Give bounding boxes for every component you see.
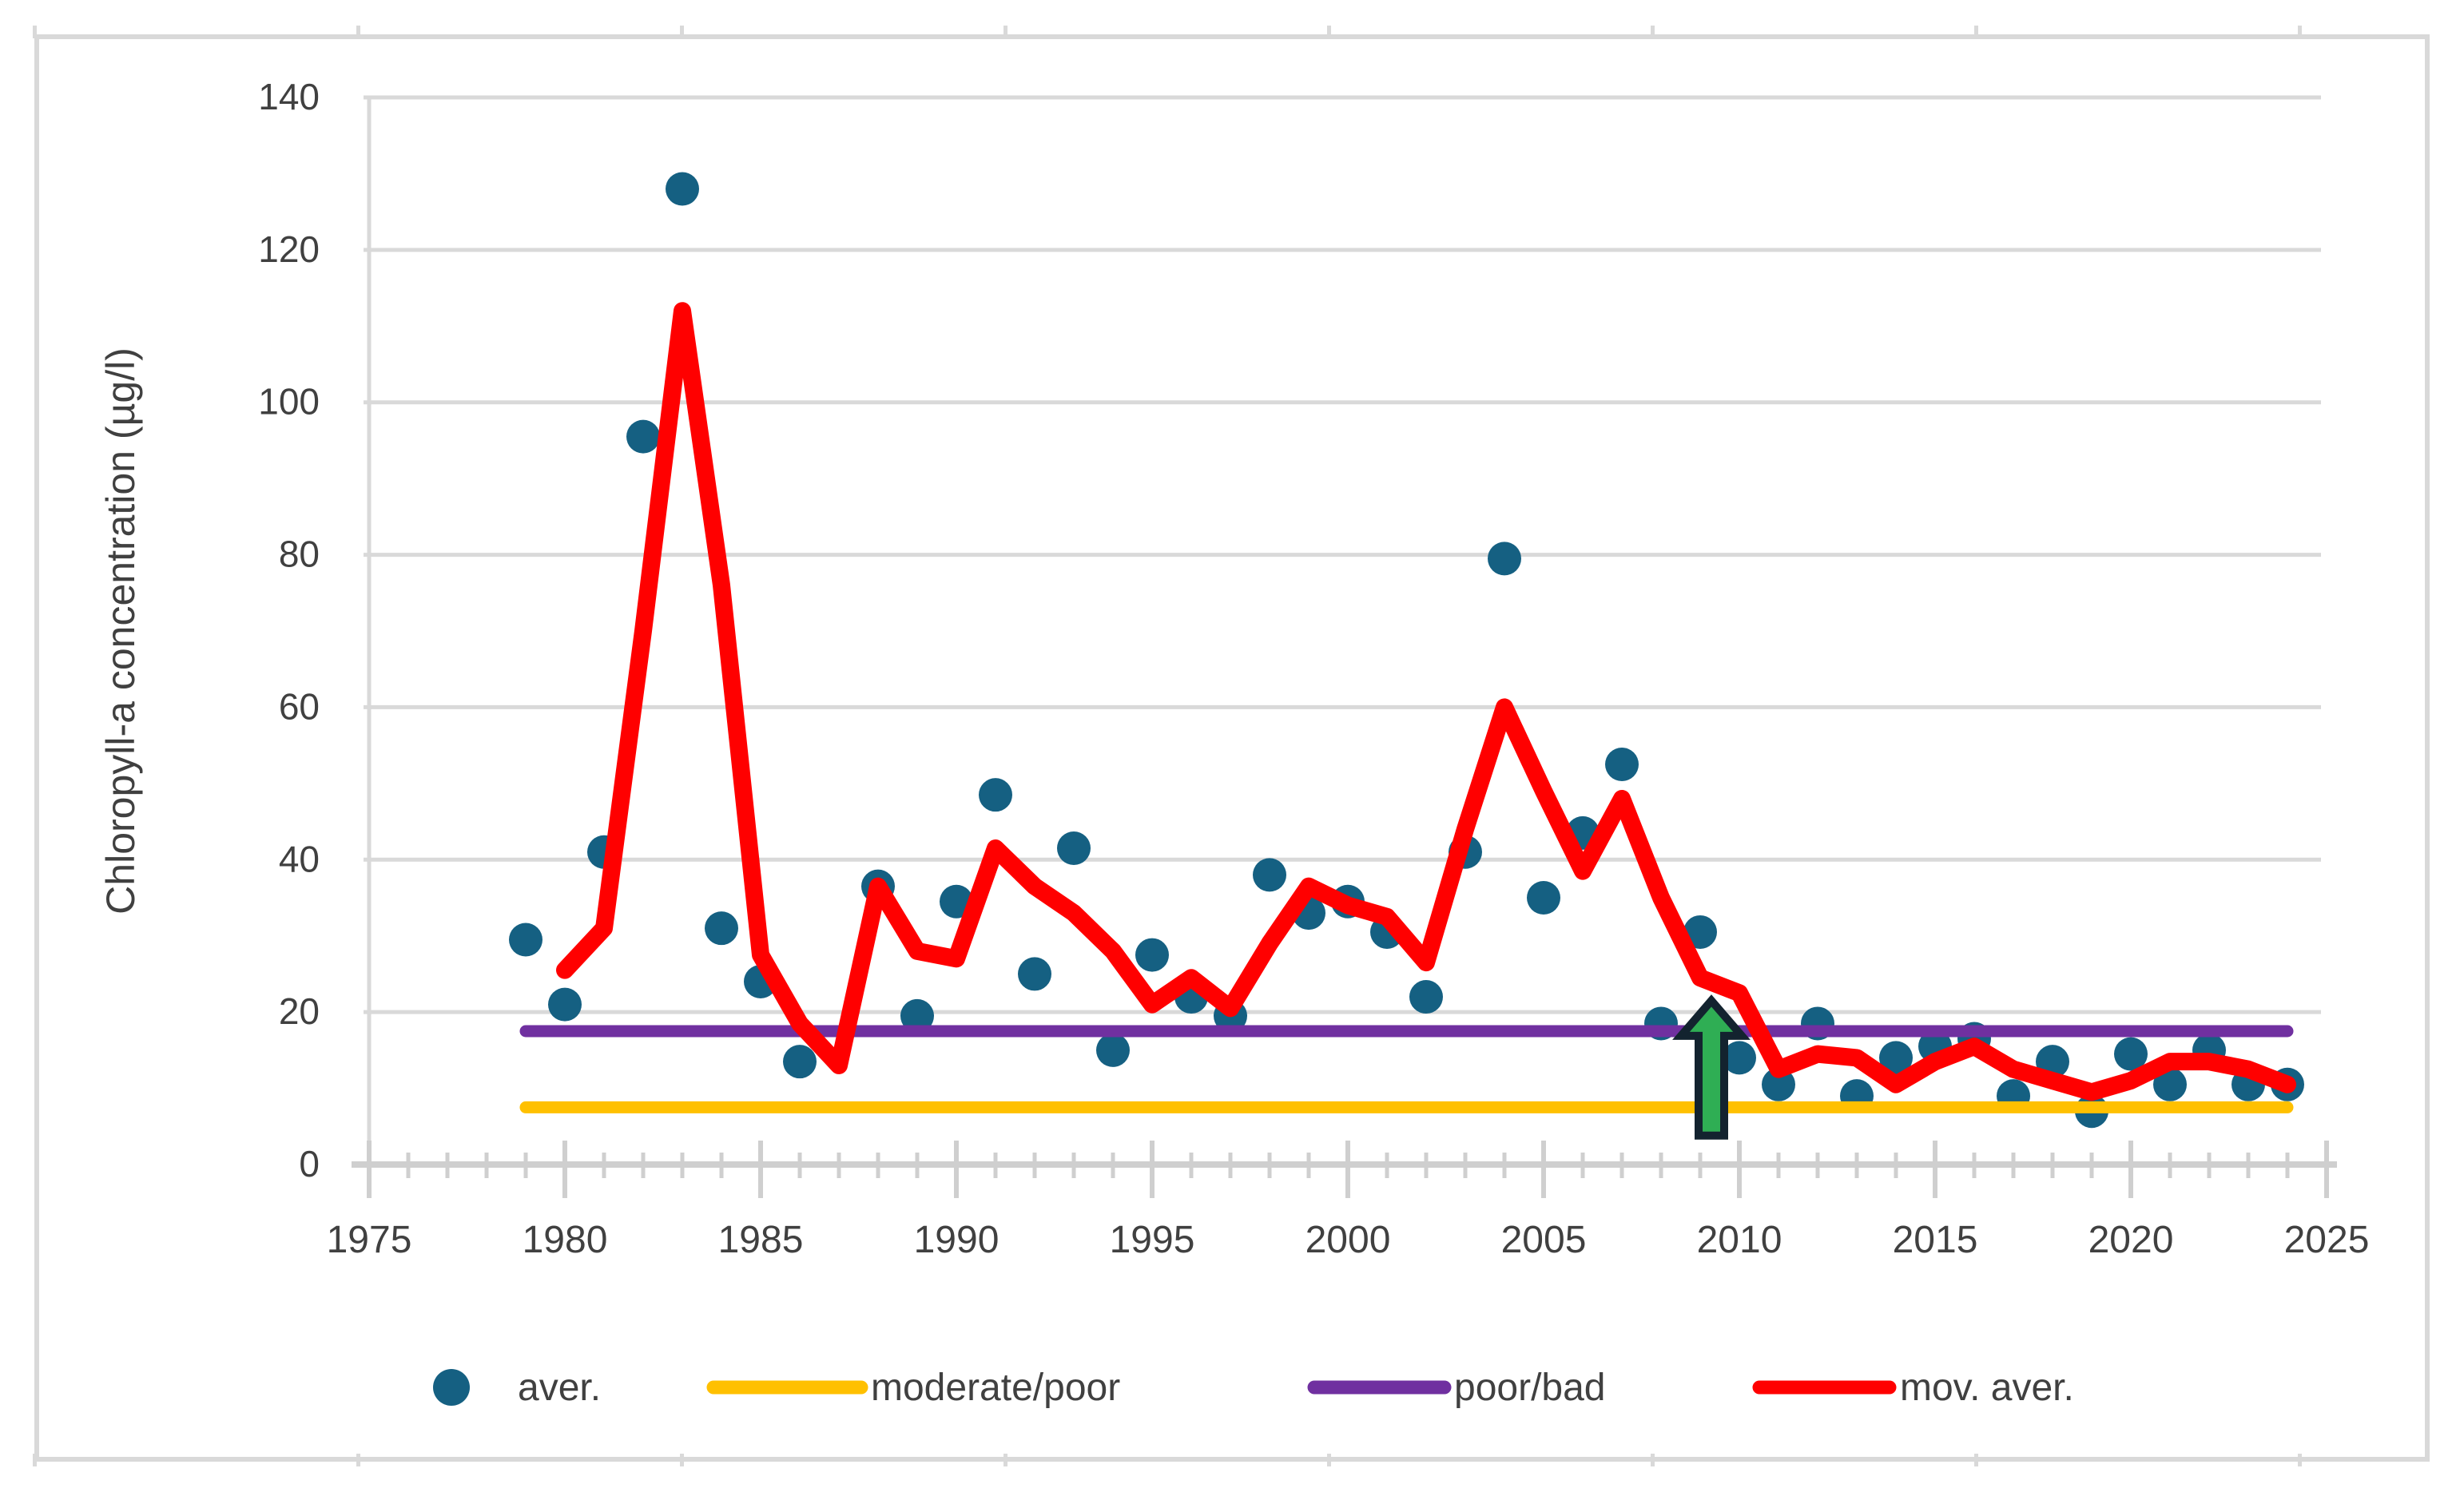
data-point-2004 xyxy=(1488,542,1521,576)
legend-label-0: aver. xyxy=(518,1367,601,1409)
frame-notch-bottom-2 xyxy=(680,1454,684,1466)
data-point-1979 xyxy=(509,923,542,957)
legend-label-3: mov. aver. xyxy=(1900,1367,2074,1409)
data-point-1980 xyxy=(548,987,582,1022)
x-tick-label-2015: 2015 xyxy=(1893,1219,1978,1261)
y-tick-label-120: 120 xyxy=(258,228,320,270)
x-tick-label-1985: 1985 xyxy=(718,1219,804,1261)
data-point-2007 xyxy=(1605,747,1639,781)
frame-notch-top-3 xyxy=(1003,26,1007,38)
y-tick-label-80: 80 xyxy=(279,534,320,575)
increase-arrow-annotation xyxy=(1672,994,1751,1140)
frame-notch-bottom-6 xyxy=(1974,1454,1978,1466)
data-point-1991 xyxy=(979,778,1012,812)
x-tick-label-2025: 2025 xyxy=(2284,1219,2370,1261)
x-tick-label-1980: 1980 xyxy=(523,1219,608,1261)
data-point-1992 xyxy=(1018,957,1051,991)
frame-notch-top-2 xyxy=(680,26,684,38)
data-point-2009 xyxy=(1683,915,1717,949)
data-point-2005 xyxy=(1527,880,1560,915)
data-point-1995 xyxy=(1135,938,1169,972)
data-point-1982 xyxy=(626,419,660,454)
data-point-1993 xyxy=(1057,831,1091,865)
legend-marker-0-dot xyxy=(433,1369,470,1406)
data-point-1994 xyxy=(1096,1033,1130,1067)
frame-notch-bottom-1 xyxy=(356,1454,360,1466)
data-point-1983 xyxy=(666,172,699,206)
frame-notch-bottom-4 xyxy=(1327,1454,1331,1466)
x-tick-label-1995: 1995 xyxy=(1110,1219,1195,1261)
y-tick-label-40: 40 xyxy=(279,838,320,879)
data-point-2010 xyxy=(1723,1041,1756,1075)
frame-notch-bottom-5 xyxy=(1651,1454,1655,1466)
data-point-2014 xyxy=(1879,1041,1913,1075)
data-point-1998 xyxy=(1253,858,1286,892)
x-tick-label-2020: 2020 xyxy=(2088,1219,2174,1261)
frame-notch-bottom-3 xyxy=(1003,1454,1007,1466)
frame-notch-bottom-0 xyxy=(33,1454,37,1466)
x-tick-label-2010: 2010 xyxy=(1697,1219,1782,1261)
data-point-1984 xyxy=(705,911,738,946)
frame-notch-top-6 xyxy=(1974,26,1978,38)
data-point-1986 xyxy=(783,1045,817,1079)
legend-label-2: poor/bad xyxy=(1454,1367,1606,1409)
data-point-2002 xyxy=(1409,980,1443,1014)
y-tick-label-0: 0 xyxy=(299,1143,320,1184)
data-point-2011 xyxy=(1762,1067,1795,1101)
frame-notch-top-4 xyxy=(1327,26,1331,38)
data-point-1989 xyxy=(900,998,934,1033)
y-tick-label-100: 100 xyxy=(258,381,320,423)
y-tick-label-60: 60 xyxy=(279,685,320,727)
data-point-2020 xyxy=(2114,1037,2148,1071)
frame-notch-top-0 xyxy=(33,26,37,38)
x-tick-label-1990: 1990 xyxy=(914,1219,1000,1261)
y-tick-label-140: 140 xyxy=(258,76,320,117)
frame-notch-bottom-7 xyxy=(2298,1454,2302,1466)
frame-notch-top-7 xyxy=(2298,26,2302,38)
data-point-2021 xyxy=(2153,1067,2187,1101)
y-axis-title: Chloropyll-a concentration (µg/l) xyxy=(98,347,143,915)
x-tick-label-1975: 1975 xyxy=(327,1219,412,1261)
x-tick-label-2005: 2005 xyxy=(1501,1219,1587,1261)
y-tick-label-20: 20 xyxy=(279,990,320,1032)
frame-notch-top-1 xyxy=(356,26,360,38)
chart-frame-border xyxy=(34,34,2430,1462)
x-tick-label-2000: 2000 xyxy=(1306,1219,1391,1261)
frame-notch-top-5 xyxy=(1651,26,1655,38)
legend-label-1: moderate/poor xyxy=(871,1367,1120,1409)
moving-average-line xyxy=(556,302,2296,1101)
